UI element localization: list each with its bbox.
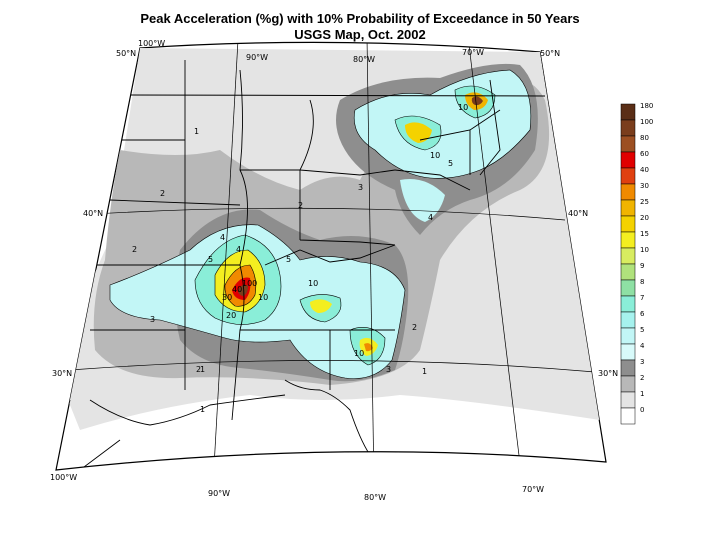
legend-label: 25 bbox=[640, 198, 649, 206]
band-20-25-quebec bbox=[405, 122, 432, 143]
legend-label: 30 bbox=[640, 182, 649, 190]
hazard-bands bbox=[60, 48, 600, 430]
legend-label: 0 bbox=[640, 406, 644, 414]
legend-swatch bbox=[620, 359, 636, 377]
contour-label: 5 bbox=[208, 255, 213, 264]
label-lat-left-50: 50°N bbox=[116, 49, 136, 58]
legend-swatch bbox=[620, 311, 636, 329]
label-lat-right-30: 30°N bbox=[598, 369, 618, 378]
label-lon-bottom-70: 70°W bbox=[522, 485, 544, 494]
contour-label: 4 bbox=[428, 213, 433, 222]
contour-label: 2 bbox=[160, 189, 165, 198]
legend-label: 100 bbox=[640, 118, 653, 126]
map-subtitle: USGS Map, Oct. 2002 bbox=[294, 27, 426, 42]
contour-label: 20 bbox=[226, 311, 236, 320]
legend-swatch bbox=[620, 103, 636, 121]
legend-label: 2 bbox=[640, 374, 644, 382]
legend-swatch bbox=[620, 375, 636, 393]
contour-label: 4 bbox=[220, 233, 225, 242]
legend-label: 180 bbox=[640, 102, 653, 110]
legend-label: 60 bbox=[640, 150, 649, 158]
legend-label: 9 bbox=[640, 262, 644, 270]
legend-label: 3 bbox=[640, 358, 644, 366]
legend-swatch bbox=[620, 151, 636, 169]
contour-label: 2 bbox=[298, 201, 303, 210]
contour-label: 1 bbox=[200, 365, 205, 374]
legend-swatch bbox=[620, 231, 636, 249]
contour-label: 3 bbox=[358, 183, 363, 192]
legend-swatch bbox=[620, 343, 636, 361]
contour-label: 1 bbox=[422, 367, 427, 376]
legend-label: 20 bbox=[640, 214, 649, 222]
contour-label: 2 bbox=[412, 323, 417, 332]
legend-swatch bbox=[620, 247, 636, 265]
legend-label: 1 bbox=[640, 390, 644, 398]
legend-swatch bbox=[620, 167, 636, 185]
band-100-charlevoix bbox=[471, 96, 483, 106]
legend-swatch bbox=[620, 279, 636, 297]
label-lon-bottom-90: 90°W bbox=[208, 489, 230, 498]
label-lat-left-40: 40°N bbox=[83, 209, 103, 218]
legend-swatch bbox=[620, 295, 636, 313]
contour-lines bbox=[109, 69, 532, 379]
map-title: Peak Acceleration (%g) with 10% Probabil… bbox=[140, 11, 580, 26]
legend-label: 10 bbox=[640, 246, 649, 254]
contour-label: 100 bbox=[242, 279, 257, 288]
contour-label: 2 bbox=[196, 365, 201, 374]
legend-label: 6 bbox=[640, 310, 645, 318]
legend-swatch bbox=[620, 215, 636, 233]
contour-label: 10 bbox=[354, 349, 364, 358]
contour-label: 2 bbox=[132, 245, 137, 254]
graticule bbox=[69, 42, 596, 470]
contour-label: 1 bbox=[194, 127, 199, 136]
legend-label: 15 bbox=[640, 230, 649, 238]
contour-label: 10 bbox=[458, 103, 468, 112]
contour-label: 5 bbox=[448, 159, 453, 168]
legend-swatch bbox=[620, 263, 636, 281]
contour-value-labels: 1 1 1 1 2 2 2 2 2 3 3 3 4 4 4 5 5 5 10 1… bbox=[132, 103, 468, 414]
contour-label: 40 bbox=[232, 285, 242, 294]
legend-swatch bbox=[620, 407, 636, 425]
legend-swatch bbox=[620, 119, 636, 137]
contour-label: 10 bbox=[258, 293, 268, 302]
label-lon-top-100: 100°W bbox=[138, 39, 165, 48]
band-30-charleston bbox=[364, 343, 373, 352]
label-lon-top-70: 70°W bbox=[462, 48, 484, 57]
contour-label: 5 bbox=[286, 255, 291, 264]
legend-label: 5 bbox=[640, 326, 644, 334]
legend-label: 80 bbox=[640, 134, 649, 142]
legend-swatch bbox=[620, 199, 636, 217]
contour-label: 30 bbox=[222, 293, 232, 302]
label-lon-bottom-80: 80°W bbox=[364, 493, 386, 502]
legend-label: 40 bbox=[640, 166, 649, 174]
legend-swatch bbox=[620, 391, 636, 409]
legend-swatch bbox=[620, 327, 636, 345]
legend-label: 4 bbox=[640, 342, 645, 350]
legend-swatch bbox=[620, 135, 636, 153]
contour-label: 3 bbox=[386, 365, 391, 374]
label-lat-left-30: 30°N bbox=[52, 369, 72, 378]
label-lat-right-50: 50°N bbox=[540, 49, 560, 58]
label-lon-bottom-100: 100°W bbox=[50, 473, 77, 482]
contour-label: 4 bbox=[236, 245, 241, 254]
label-lat-right-40: 40°N bbox=[568, 209, 588, 218]
band-15-20-tennessee bbox=[310, 299, 332, 313]
label-lon-top-90: 90°W bbox=[246, 53, 268, 62]
contour-label: 3 bbox=[150, 315, 155, 324]
contour-label: 10 bbox=[308, 279, 318, 288]
label-lon-top-80: 80°W bbox=[353, 55, 375, 64]
band-100 bbox=[238, 284, 248, 296]
contour-label: 1 bbox=[200, 405, 205, 414]
legend-swatch bbox=[620, 183, 636, 201]
contour-label: 10 bbox=[430, 151, 440, 160]
legend-label: 7 bbox=[640, 294, 644, 302]
legend-label: 8 bbox=[640, 278, 644, 286]
